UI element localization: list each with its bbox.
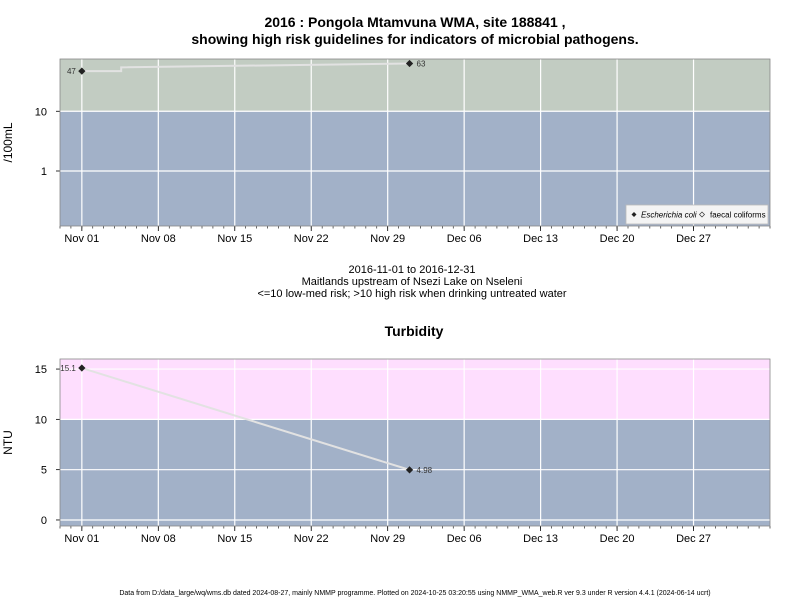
- x-tick-label: Nov 29: [370, 533, 405, 545]
- turbidity-title: Turbidity: [385, 323, 444, 339]
- caption-guideline: <=10 low-med risk; >10 high risk when dr…: [257, 288, 566, 300]
- data-label: 15.1: [60, 364, 76, 373]
- caption-date-range: 2016-11-01 to 2016-12-31: [348, 264, 475, 276]
- y-axis-label: NTU: [1, 430, 15, 455]
- x-tick-label: Nov 15: [217, 533, 252, 545]
- x-tick-label: Nov 01: [64, 233, 99, 245]
- chart-title-line-2: showing high risk guidelines for indicat…: [191, 31, 638, 47]
- risk-band-high: [60, 359, 770, 420]
- series-line: [81, 62, 410, 73]
- y-axis-label: /100mL: [1, 122, 15, 162]
- x-tick-label: Nov 22: [294, 533, 329, 545]
- y-tick-label: 5: [41, 465, 47, 477]
- x-tick-label: Nov 29: [370, 233, 405, 245]
- legend-marker-ecoli: [631, 212, 637, 217]
- y-tick-label: 0: [41, 515, 47, 527]
- legend-marker-faecal: [699, 211, 705, 218]
- x-tick-label: Nov 01: [64, 533, 99, 545]
- data-point: [405, 466, 414, 474]
- risk-band-high: [60, 59, 770, 112]
- x-tick-label: Dec 06: [447, 233, 482, 245]
- y-tick-label: 10: [35, 106, 47, 118]
- x-tick-label: Nov 22: [294, 233, 329, 245]
- x-tick-label: Nov 08: [141, 533, 176, 545]
- microbial-panel: Nov 01 Nov 08 Nov 15 Nov 22 Nov 29 Dec 06 Dec …: [1, 58, 771, 245]
- x-tick-label: Dec 13: [523, 533, 558, 545]
- x-tick-label: Nov 15: [217, 233, 252, 245]
- plot-frame: [59, 58, 771, 227]
- x-tick-label: Dec 27: [676, 233, 711, 245]
- y-tick-label: 1: [41, 166, 47, 178]
- legend-label-ecoli: Escherichia coli: [641, 211, 697, 220]
- data-label: 63: [417, 60, 426, 69]
- y-tick-label: 10: [35, 414, 47, 426]
- data-point: [405, 59, 414, 68]
- data-point: [78, 364, 86, 372]
- caption-site: Maitlands upstream of Nsezi Lake on Nsel…: [302, 276, 523, 288]
- chart-title-line-1: 2016 : Pongola Mtamvuna WMA, site 188841…: [264, 14, 565, 30]
- series-line: [81, 367, 410, 471]
- y-tick-label: 15: [35, 364, 47, 376]
- data-label: 47: [67, 67, 76, 76]
- turbidity-panel: Nov 01 Nov 08 Nov 15 Nov 22 Nov 29 Dec 06 Dec …: [1, 358, 771, 545]
- footer-note: Data from D:/data_large/wq/wms.db dated …: [119, 590, 710, 597]
- data-label: 4.98: [417, 466, 433, 475]
- data-point: [78, 67, 86, 75]
- x-tick-label: Dec 20: [600, 533, 635, 545]
- plot-frame: [59, 358, 771, 527]
- x-tick-label: Nov 08: [141, 233, 176, 245]
- x-tick-label: Dec 06: [447, 533, 482, 545]
- risk-band-low: [60, 419, 770, 526]
- x-tick-label: Dec 20: [600, 233, 635, 245]
- legend-label-faecal: faecal coliforms: [710, 211, 766, 220]
- x-tick-label: Dec 27: [676, 533, 711, 545]
- x-tick-label: Dec 13: [523, 233, 558, 245]
- legend-box: [625, 204, 769, 225]
